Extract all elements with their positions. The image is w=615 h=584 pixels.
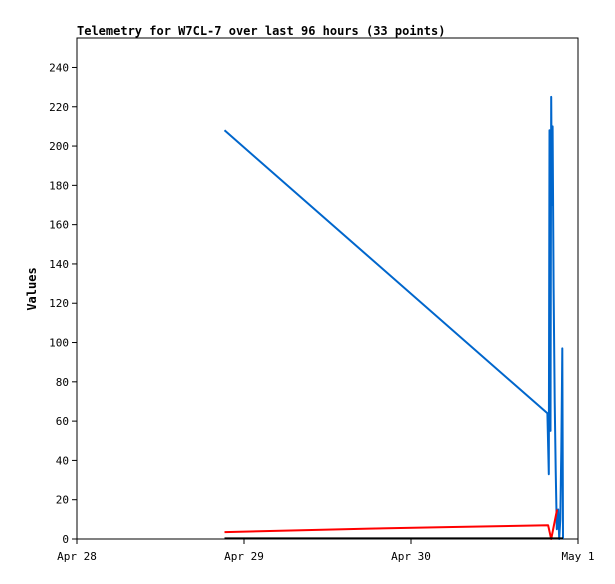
y-tick-label: 200 [49,140,69,153]
y-tick-label: 160 [49,219,69,232]
y-tick-label: 0 [62,533,69,546]
series-layer [223,95,564,540]
y-tick-label: 40 [56,454,69,467]
plot-frame [76,37,579,540]
y-tick-label: 80 [56,376,69,389]
y-tick-label: 120 [49,297,69,310]
y-tick-label: 140 [49,258,69,271]
y-tick-label: 180 [49,179,69,192]
x-tick-label: Apr 30 [391,550,431,563]
y-tick-label: 240 [49,61,69,74]
x-tick-label: May 1 [561,550,594,563]
chart-title: Telemetry for W7CL-7 over last 96 hours … [77,24,445,38]
y-axis-label: Values [25,267,39,310]
y-axis: 0 20 40 60 80 100 120 140 160 180 200 220 240 [49,61,77,546]
y-tick-label: 60 [56,415,69,428]
y-tick-label: 220 [49,101,69,114]
x-tick-label: Apr 28 [57,550,97,563]
y-tick-label: 100 [49,337,69,350]
x-tick-label: Apr 29 [224,550,264,563]
series-line-1 [223,95,564,540]
x-axis: Apr 28 Apr 29 Apr 30 May 1 [57,539,595,563]
y-tick-label: 20 [56,494,69,507]
